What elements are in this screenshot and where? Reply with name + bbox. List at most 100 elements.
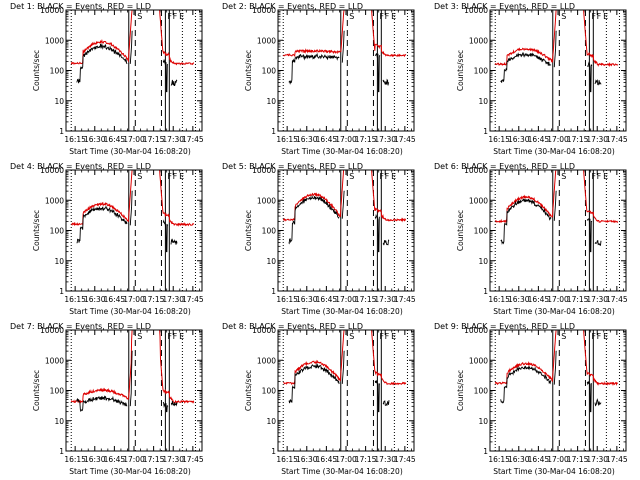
events-series-line bbox=[382, 239, 390, 246]
events-series-line bbox=[500, 52, 552, 83]
x-tick-label: 17:00 bbox=[335, 295, 357, 304]
panel-det-8: Det 8: BLACK = Events, RED = LLD Start Ti… bbox=[222, 322, 416, 476]
y-tick-label: 1 bbox=[59, 447, 64, 456]
y-tick-label: 10000 bbox=[252, 166, 276, 175]
y-tick-label: 1 bbox=[483, 447, 488, 456]
events-series-line bbox=[129, 30, 133, 64]
y-tick-label: 1 bbox=[59, 127, 64, 136]
marker-letter: F bbox=[385, 172, 390, 181]
events-series-line bbox=[586, 218, 593, 253]
marker-letter: F bbox=[379, 172, 384, 181]
y-tick-label: 10000 bbox=[464, 326, 488, 335]
events-series-line bbox=[170, 238, 178, 245]
x-tick-label: 17:45 bbox=[394, 135, 416, 144]
y-tick-label: 100 bbox=[262, 67, 277, 76]
events-series-line bbox=[587, 60, 593, 93]
events-series-line bbox=[162, 401, 169, 413]
x-tick-label: 17:00 bbox=[335, 455, 357, 464]
plot-frame bbox=[489, 329, 627, 452]
y-tick-label: 100 bbox=[50, 67, 65, 76]
y-tick-label: 10 bbox=[478, 257, 488, 266]
x-tick-label: 17:15 bbox=[355, 135, 377, 144]
y-tick-label: 1000 bbox=[469, 36, 488, 45]
y-axis-title: Counts/sec bbox=[32, 210, 41, 251]
y-axis-title: Counts/sec bbox=[244, 370, 253, 411]
marker-letter: S bbox=[349, 332, 354, 341]
x-tick-label: 17:00 bbox=[547, 135, 569, 144]
x-axis-title: Start Time (30-Mar-04 16:08:20) bbox=[493, 307, 615, 316]
marker-letter: F bbox=[597, 12, 602, 21]
events-series-line bbox=[288, 363, 340, 404]
y-tick-label: 10 bbox=[478, 97, 488, 106]
y-axis-title: Counts/sec bbox=[32, 50, 41, 91]
events-series-line bbox=[586, 380, 592, 413]
x-tick-label: 16:15 bbox=[64, 295, 86, 304]
x-tick-label: 16:15 bbox=[64, 135, 86, 144]
y-tick-label: 10 bbox=[478, 417, 488, 426]
marker-letter: F bbox=[385, 332, 390, 341]
x-tick-label: 16:30 bbox=[508, 135, 530, 144]
x-tick-label: 17:45 bbox=[394, 455, 416, 464]
x-tick-label: 17:30 bbox=[374, 135, 396, 144]
marker-letter: E bbox=[603, 172, 608, 181]
marker-letter: E bbox=[179, 332, 184, 341]
events-series-line bbox=[374, 213, 380, 253]
events-series-line bbox=[500, 365, 552, 404]
x-tick-label: 17:45 bbox=[182, 135, 204, 144]
events-series-line bbox=[170, 401, 178, 407]
x-tick-label: 17:00 bbox=[547, 455, 569, 464]
x-tick-label: 16:45 bbox=[316, 295, 338, 304]
x-tick-label: 17:30 bbox=[374, 455, 396, 464]
x-tick-label: 17:15 bbox=[143, 295, 165, 304]
y-tick-label: 1 bbox=[483, 287, 488, 296]
y-tick-label: 1000 bbox=[45, 36, 64, 45]
x-tick-label: 17:00 bbox=[123, 135, 145, 144]
y-axis-title: Counts/sec bbox=[456, 50, 465, 91]
x-tick-label: 17:45 bbox=[606, 135, 628, 144]
plot-frame bbox=[277, 9, 415, 132]
marker-letter: F bbox=[379, 332, 384, 341]
panel-det-4: Det 4: BLACK = Events, RED = LLD Start Ti… bbox=[10, 162, 204, 316]
events-series-line bbox=[341, 30, 345, 63]
plot-frame bbox=[65, 329, 203, 452]
x-tick-label: 17:30 bbox=[162, 455, 184, 464]
y-tick-label: 1000 bbox=[257, 196, 276, 205]
y-axis-title: Counts/sec bbox=[244, 50, 253, 91]
y-tick-label: 100 bbox=[50, 227, 65, 236]
plot-frame bbox=[65, 169, 203, 292]
marker-letter: F bbox=[597, 172, 602, 181]
y-tick-label: 10 bbox=[266, 417, 276, 426]
marker-letter: S bbox=[349, 172, 354, 181]
x-tick-label: 17:45 bbox=[394, 295, 416, 304]
events-series-line bbox=[76, 205, 128, 244]
y-tick-label: 100 bbox=[474, 227, 489, 236]
marker-letter: F bbox=[591, 332, 596, 341]
marker-letter: S bbox=[349, 12, 354, 21]
x-tick-label: 16:30 bbox=[508, 295, 530, 304]
y-axis-title: Counts/sec bbox=[32, 370, 41, 411]
events-series-line bbox=[382, 78, 390, 86]
panel-det-1: Det 1: BLACK = Events, RED = LLD Start Ti… bbox=[10, 2, 204, 156]
marker-letter: E bbox=[391, 332, 396, 341]
events-series-line bbox=[288, 194, 340, 245]
panel-title: Det 8: BLACK = Events, RED = LLD bbox=[222, 322, 363, 331]
y-tick-label: 10 bbox=[266, 257, 276, 266]
y-axis-title: Counts/sec bbox=[244, 210, 253, 251]
x-tick-label: 16:45 bbox=[104, 295, 126, 304]
marker-letter: E bbox=[179, 12, 184, 21]
marker-letter: S bbox=[561, 332, 566, 341]
y-tick-label: 10 bbox=[266, 97, 276, 106]
x-tick-label: 17:00 bbox=[123, 295, 145, 304]
events-series-line bbox=[553, 190, 557, 221]
y-tick-label: 100 bbox=[474, 387, 489, 396]
x-tick-label: 16:15 bbox=[276, 135, 298, 144]
marker-letter: F bbox=[167, 332, 172, 341]
x-tick-label: 16:45 bbox=[528, 135, 550, 144]
x-tick-label: 16:30 bbox=[296, 295, 318, 304]
x-tick-label: 16:15 bbox=[488, 455, 510, 464]
y-tick-label: 1000 bbox=[257, 356, 276, 365]
y-tick-label: 100 bbox=[474, 67, 489, 76]
x-tick-label: 17:15 bbox=[355, 295, 377, 304]
x-tick-label: 17:15 bbox=[567, 135, 589, 144]
